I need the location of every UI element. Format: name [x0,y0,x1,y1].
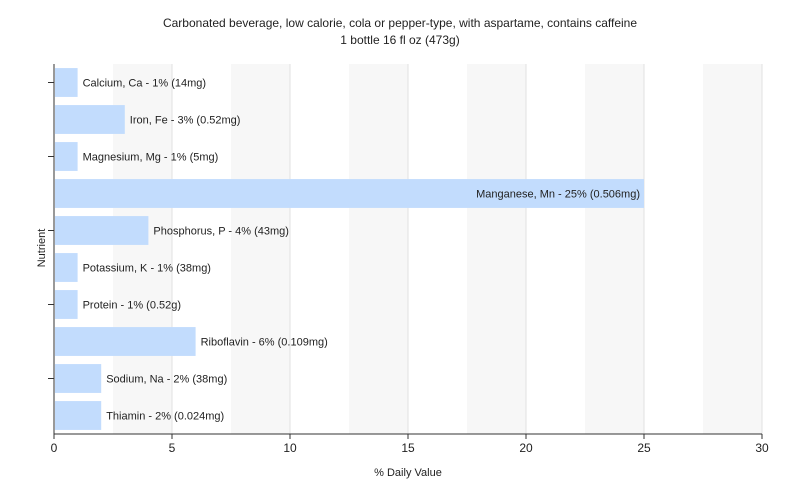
bar [55,216,149,245]
bar [55,142,78,171]
x-ticks: 0 5 10 15 20 25 30 [51,434,769,455]
plot-stripe [172,64,231,434]
bar [55,364,102,393]
bar-label: Thiamin - 2% (0.024mg) [106,411,224,423]
bar [55,68,78,97]
grid-lines [171,64,763,434]
x-tick-label: 25 [637,441,651,455]
bar [55,253,78,282]
x-tick-label: 10 [283,441,297,455]
bar-label: Manganese, Mn - 25% (0.506mg) [476,189,640,201]
bar [55,401,102,430]
bar-label: Sodium, Na - 2% (38mg) [106,374,227,386]
bar-label: Iron, Fe - 3% (0.52mg) [130,115,241,127]
bars [55,68,644,430]
plot-stripe [703,64,762,434]
bar-label: Magnesium, Mg - 1% (5mg) [83,152,219,164]
chart-title-block: Carbonated beverage, low calorie, cola o… [0,15,800,49]
bar-label: Potassium, K - 1% (38mg) [83,263,211,275]
chart-title: Carbonated beverage, low calorie, cola o… [162,16,638,30]
plot-stripe [467,64,526,434]
plot-stripe [231,64,290,434]
y-axis-title: Nutrient [36,229,48,268]
plot-stripe [408,64,467,434]
plot-stripe [644,64,703,434]
x-axis-title: % Daily Value [374,467,442,479]
x-tick-label: 20 [519,441,533,455]
x-tick-label: 5 [169,441,176,455]
plot-stripe [585,64,644,434]
plot-stripe [349,64,408,434]
bar-label: Riboflavin - 6% (0.109mg) [201,337,328,349]
bar-labels: Calcium, Ca - 1% (14mg) Iron, Fe - 3% (0.… [83,78,640,423]
bar-label: Calcium, Ca - 1% (14mg) [83,78,206,90]
x-tick-label: 0 [51,441,58,455]
plot-stripe [290,64,349,434]
bar [55,290,78,319]
x-tick-label: 15 [401,441,415,455]
x-tick-label: 30 [755,441,769,455]
chart-subtitle: 1 bottle 16 fl oz (473g) [340,33,460,47]
bar-label: Phosphorus, P - 4% (43mg) [153,226,289,238]
bar [55,327,196,356]
plot-stripe [526,64,585,434]
bar [55,179,644,208]
bar-label: Protein - 1% (0.52g) [83,300,181,312]
bar [55,105,125,134]
